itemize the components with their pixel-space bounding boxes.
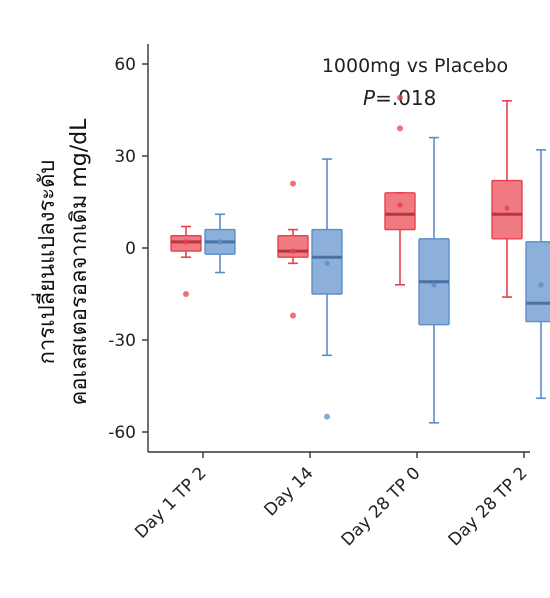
mean-point bbox=[504, 205, 510, 211]
box-group bbox=[525, 149, 550, 400]
mean-point bbox=[324, 260, 330, 266]
y-tick-label: 60 bbox=[114, 55, 136, 75]
outlier-point bbox=[183, 291, 189, 297]
box-group bbox=[170, 225, 202, 297]
outlier-point bbox=[397, 94, 403, 101]
y-axis-title-line-1: การเปลี่ยนแปลงระดับ bbox=[31, 160, 60, 365]
box-group bbox=[491, 100, 523, 298]
y-tick-label: 0 bbox=[125, 239, 136, 259]
plot-area: 60 30 0 -30 -60 Day 1 TP 2 Day 14 Day 28 TP 0 Da… bbox=[108, 44, 550, 550]
box bbox=[525, 241, 550, 323]
mean-point bbox=[538, 282, 544, 288]
box-group bbox=[311, 158, 343, 420]
box-group bbox=[277, 180, 309, 319]
box-group bbox=[384, 94, 416, 286]
x-tick-label: Day 14 bbox=[261, 463, 318, 520]
mean-point bbox=[217, 239, 223, 245]
p-value-annotation: P=.018 bbox=[363, 86, 436, 110]
y-tick-label: -30 bbox=[108, 331, 136, 351]
outlier-point bbox=[290, 312, 296, 319]
p-value-number: =.018 bbox=[375, 86, 436, 110]
box bbox=[384, 192, 416, 231]
mean-point bbox=[431, 282, 437, 288]
mean-point bbox=[290, 248, 296, 254]
p-value-letter: P bbox=[363, 86, 376, 110]
y-axis-title-line-2: คอเลสเตอรอลจากเดิม mg/dL bbox=[67, 118, 92, 406]
box-group bbox=[418, 136, 450, 424]
x-tick-label: Day 28 TP 2 bbox=[445, 463, 532, 550]
outlier-point bbox=[290, 180, 296, 187]
outlier-point bbox=[397, 125, 403, 132]
y-axis-title: การเปลี่ยนแปลงระดับ คอเลสเตอรอลจากเดิม m… bbox=[31, 118, 92, 406]
x-tick-label: Day 1 TP 2 bbox=[131, 463, 210, 542]
y-tick-label: -60 bbox=[108, 423, 136, 443]
y-tick-label: 30 bbox=[114, 147, 136, 167]
box bbox=[277, 235, 309, 258]
box-group bbox=[204, 213, 236, 274]
mean-point bbox=[397, 202, 403, 208]
mean-point bbox=[183, 239, 189, 245]
comparison-annotation: 1000mg vs Placebo bbox=[322, 55, 508, 77]
x-tick-label: Day 28 TP 0 bbox=[338, 463, 425, 550]
outlier-point bbox=[324, 413, 330, 420]
